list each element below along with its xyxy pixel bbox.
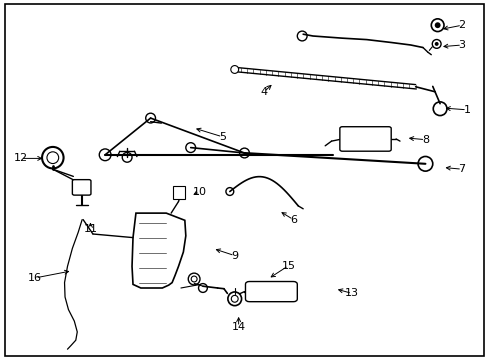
Text: 8: 8: [421, 135, 428, 145]
FancyBboxPatch shape: [339, 127, 390, 151]
Text: 1: 1: [463, 105, 469, 115]
Text: 10: 10: [192, 186, 206, 197]
Text: 2: 2: [458, 20, 465, 30]
FancyBboxPatch shape: [172, 186, 185, 199]
Text: 15: 15: [281, 261, 295, 271]
Text: 4: 4: [260, 87, 267, 97]
Text: 13: 13: [345, 288, 358, 298]
Polygon shape: [132, 213, 185, 288]
Text: 14: 14: [231, 322, 245, 332]
Ellipse shape: [434, 22, 440, 28]
Text: 12: 12: [14, 153, 27, 163]
Text: 3: 3: [458, 40, 465, 50]
Text: 5: 5: [219, 132, 225, 142]
Text: 11: 11: [83, 224, 97, 234]
Text: 7: 7: [458, 164, 465, 174]
FancyBboxPatch shape: [72, 180, 91, 195]
Text: 9: 9: [231, 251, 238, 261]
FancyBboxPatch shape: [245, 282, 297, 302]
Text: 16: 16: [28, 273, 42, 283]
Text: 6: 6: [289, 215, 296, 225]
Ellipse shape: [230, 66, 238, 73]
Ellipse shape: [434, 42, 438, 46]
